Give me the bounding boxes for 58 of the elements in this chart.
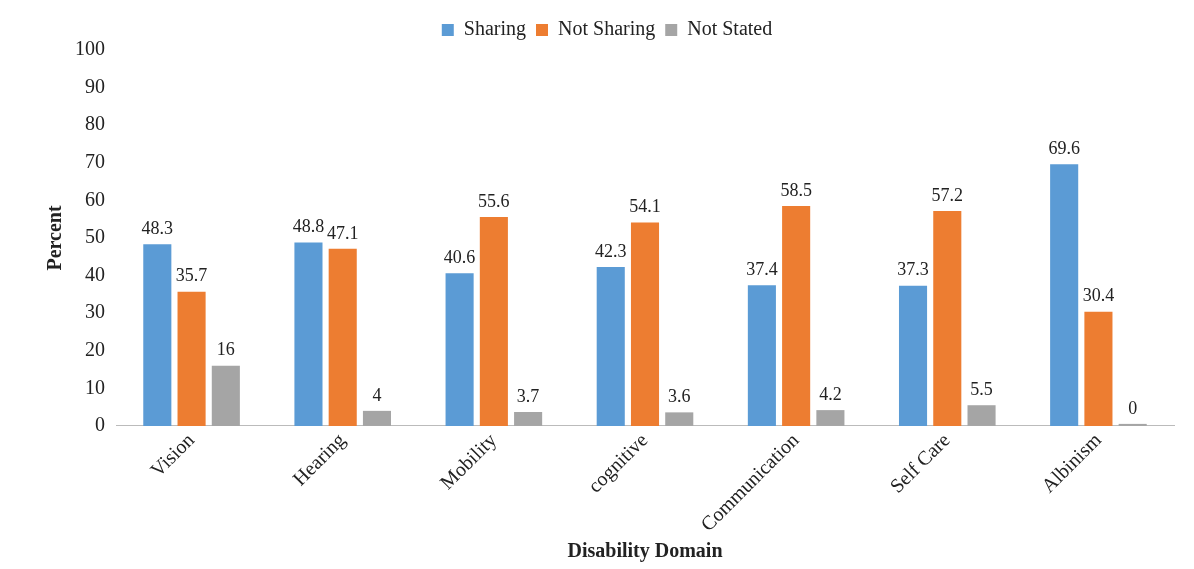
data-label: 54.1 [629, 196, 661, 217]
bar [177, 291, 206, 426]
legend-label: Not Sharing [558, 17, 656, 41]
bar [630, 222, 660, 426]
data-label: 4 [372, 384, 382, 405]
data-label: 4.2 [819, 383, 842, 404]
x-tick-label: Self Care [885, 428, 954, 497]
legend-label: Not Stated [687, 17, 773, 40]
bar [782, 206, 811, 426]
y-tick-label: 30 [85, 300, 105, 323]
data-label: 5.5 [970, 378, 993, 399]
y-tick-label: 40 [85, 262, 105, 285]
data-label: 35.7 [175, 265, 208, 286]
bar [362, 410, 392, 426]
y-tick-label: 70 [85, 150, 105, 173]
bar [747, 285, 776, 426]
data-label: 3.7 [516, 385, 540, 406]
bar [479, 216, 508, 426]
data-label: 30.4 [1082, 285, 1115, 306]
data-label: 16 [216, 339, 235, 360]
data-label: 40.6 [443, 247, 476, 268]
data-label: 37.3 [897, 259, 929, 280]
y-tick-label: 20 [85, 337, 105, 360]
data-label: 37.4 [746, 259, 778, 280]
bar [1084, 311, 1113, 426]
bar [211, 365, 240, 426]
data-label: 0 [1128, 397, 1138, 418]
x-axis-title: Disability Domain [567, 539, 723, 563]
y-tick-label: 90 [85, 74, 105, 97]
legend-label: Sharing [463, 17, 527, 41]
bar [514, 411, 543, 426]
data-label: 48.3 [141, 218, 174, 239]
bar [816, 410, 845, 426]
bar [665, 412, 694, 426]
data-label: 69.6 [1048, 138, 1080, 159]
bar [143, 244, 172, 426]
y-tick-label: 10 [85, 375, 105, 398]
data-label: 48.8 [292, 216, 325, 237]
y-tick-label: 50 [85, 225, 105, 248]
data-label: 42.3 [594, 240, 627, 261]
y-axis-title: Percent [43, 205, 66, 271]
data-label: 57.2 [931, 184, 964, 205]
bar [294, 242, 323, 426]
data-label: 55.6 [478, 190, 510, 211]
data-label: 47.1 [326, 222, 359, 243]
bar [967, 405, 996, 426]
data-label: 58.5 [780, 179, 812, 200]
y-tick-label: 100 [75, 37, 105, 60]
bar [933, 210, 962, 426]
bar [898, 285, 928, 426]
y-tick-label: 0 [95, 413, 105, 436]
data-label: 3.6 [668, 386, 691, 407]
bar [328, 248, 357, 426]
bar [1050, 164, 1079, 426]
bar [596, 266, 625, 426]
y-tick-label: 60 [85, 187, 105, 210]
y-tick-label: 80 [85, 112, 105, 135]
bar [445, 273, 474, 426]
